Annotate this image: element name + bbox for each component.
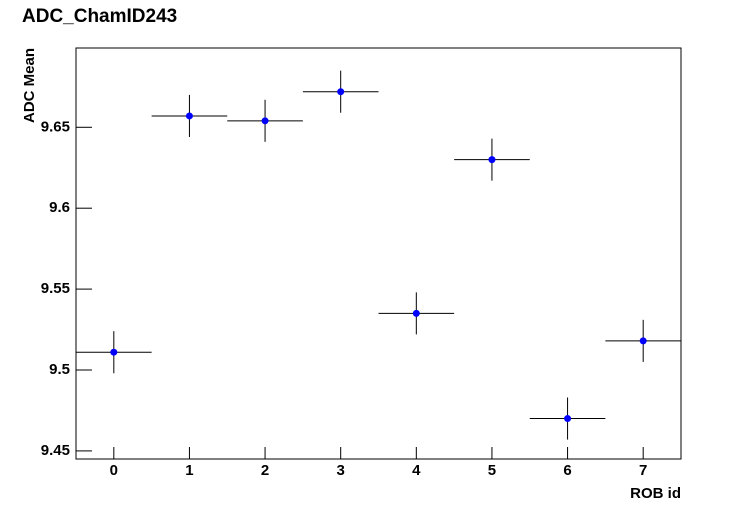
y-tick-label: 9.65 bbox=[41, 118, 70, 135]
y-tick-label: 9.55 bbox=[41, 280, 70, 297]
x-tick-label: 1 bbox=[185, 462, 193, 479]
x-tick-label: 6 bbox=[563, 462, 571, 479]
data-point bbox=[488, 156, 496, 164]
data-point bbox=[639, 337, 647, 345]
y-tick-label: 9.5 bbox=[49, 361, 70, 378]
x-tick-label: 5 bbox=[488, 462, 496, 479]
data-point bbox=[110, 348, 118, 356]
chart-title: ADC_ChamID243 bbox=[22, 6, 177, 27]
data-point bbox=[185, 112, 193, 120]
y-tick-label: 9.45 bbox=[41, 442, 70, 459]
data-point bbox=[564, 415, 572, 423]
data-point bbox=[261, 117, 269, 125]
data-point bbox=[337, 88, 345, 96]
data-point bbox=[412, 309, 420, 317]
x-tick-label: 4 bbox=[412, 462, 421, 479]
x-tick-label: 3 bbox=[337, 462, 345, 479]
y-tick-label: 9.6 bbox=[49, 199, 70, 216]
x-tick-label: 7 bbox=[639, 462, 647, 479]
plot-frame bbox=[75, 47, 682, 460]
x-axis-label: ROB id bbox=[630, 485, 681, 502]
x-tick-label: 2 bbox=[261, 462, 269, 479]
y-axis-label: ADC Mean bbox=[21, 48, 38, 123]
x-tick-label: 0 bbox=[110, 462, 118, 479]
